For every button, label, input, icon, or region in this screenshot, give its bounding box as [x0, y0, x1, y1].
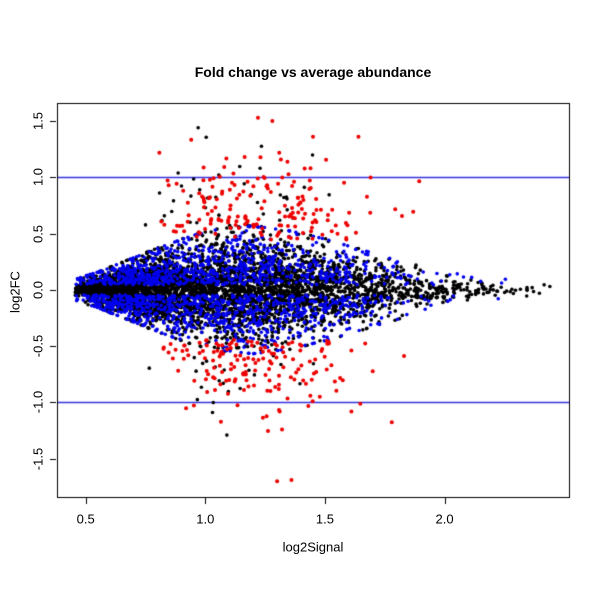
x-tick-label: 2.0 — [435, 511, 454, 527]
x-tick-label: 0.5 — [76, 511, 95, 527]
x-tick-label: 1.0 — [196, 511, 215, 527]
y-tick-label: 1.0 — [30, 168, 46, 187]
y-tick-label: -0.5 — [30, 334, 46, 358]
y-tick-label: -1.0 — [30, 391, 46, 414]
y-axis-label: log2FC — [7, 271, 23, 313]
x-axis-label: log2Signal — [282, 539, 344, 555]
y-tick-label: 0.0 — [30, 280, 46, 299]
x-tick-label: 1.5 — [315, 511, 334, 527]
y-tick-label: 1.5 — [30, 111, 46, 131]
chart-title: Fold change vs average abundance — [194, 64, 432, 80]
y-tick-label: -1.5 — [30, 447, 46, 470]
y-tick-label: 0.5 — [30, 224, 46, 243]
